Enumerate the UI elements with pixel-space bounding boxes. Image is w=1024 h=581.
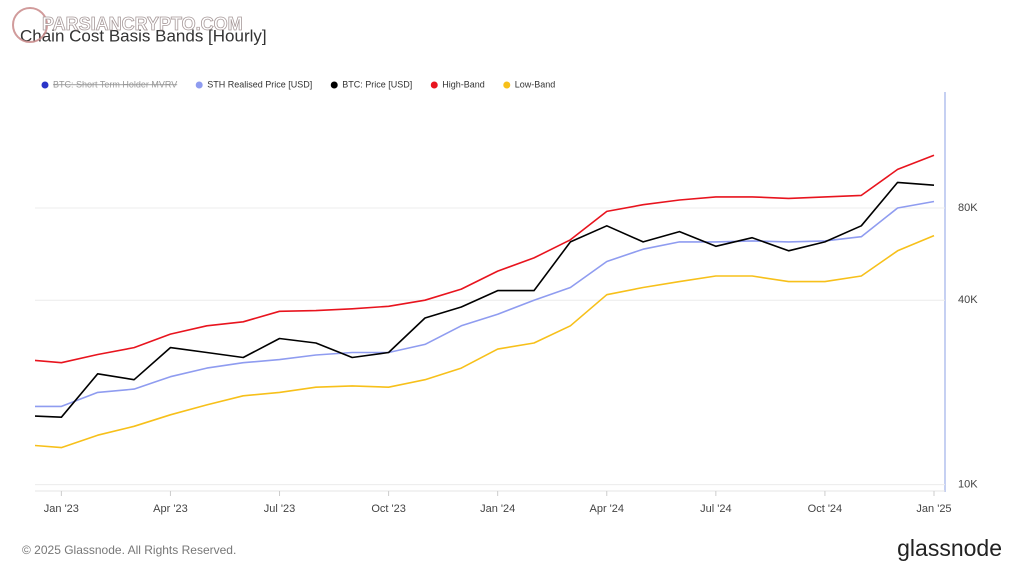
- legend-marker: [330, 81, 338, 89]
- footer: © 2025 Glassnode. All Rights Reserved.: [22, 543, 236, 557]
- series-line: [35, 181, 935, 418]
- legend-marker: [503, 81, 511, 89]
- x-tick-label: Jan '25: [916, 503, 951, 515]
- chart-title: Chain Cost Basis Bands [Hourly]: [20, 26, 267, 45]
- series-line: [35, 234, 935, 449]
- y-tick-label: 80K: [958, 202, 978, 214]
- legend-label: BTC: Price [USD]: [342, 79, 412, 89]
- x-tick-label: Jul '23: [264, 503, 295, 515]
- legend-label: High-Band: [442, 79, 485, 89]
- x-tick-label: Jan '23: [44, 503, 79, 515]
- series-line: [35, 200, 935, 408]
- x-tick-label: Oct '23: [371, 503, 406, 515]
- legend-marker: [41, 81, 49, 89]
- x-tick-label: Jul '24: [700, 503, 731, 515]
- legend-label: Low-Band: [515, 79, 556, 89]
- x-tick-label: Apr '23: [153, 503, 188, 515]
- legend-label: BTC: Short Term Holder MVRV: [53, 79, 177, 89]
- brand-logo: glassnode: [897, 535, 1002, 561]
- watermark-text: PARSIANCRYPTO.COM: [42, 14, 243, 34]
- y-tick-label: 10K: [958, 478, 978, 490]
- watermark-logo: [12, 7, 48, 43]
- x-tick-label: Jan '24: [480, 503, 515, 515]
- series-line: [35, 154, 935, 364]
- legend-marker: [430, 81, 438, 89]
- watermark: PARSIANCRYPTO.COM: [12, 7, 243, 43]
- legend-marker: [195, 81, 203, 89]
- y-tick-label: 40K: [958, 294, 978, 306]
- plot-area: [35, 154, 935, 449]
- x-tick-label: Oct '24: [808, 503, 843, 515]
- x-tick-label: Apr '24: [590, 503, 625, 515]
- legend-label: STH Realised Price [USD]: [207, 79, 312, 89]
